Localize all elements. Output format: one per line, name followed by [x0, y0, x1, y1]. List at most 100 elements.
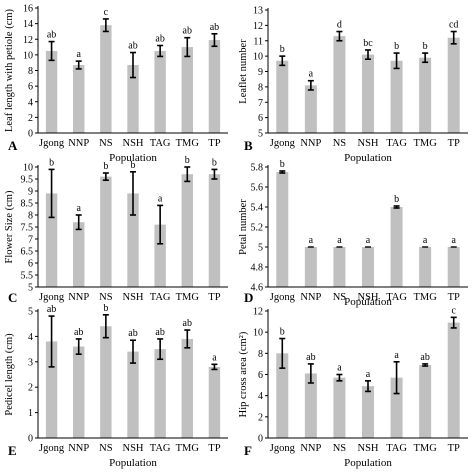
significance-letter: ab — [155, 327, 164, 338]
bar — [45, 193, 58, 287]
bar — [304, 247, 317, 287]
y-tick-label: 7 — [28, 235, 33, 246]
x-tick-label: Jgong — [39, 138, 65, 149]
bar — [333, 377, 346, 438]
x-tick-label: TAG — [150, 443, 171, 454]
bar — [447, 322, 460, 438]
significance-letter: a — [451, 235, 456, 246]
chart-panel-a: 0 2 4 6 8 10 12 14 16 ab Jgong a NNP c NS ab NSH ab TAG ab T… — [4, 4, 228, 164]
y-tick-label: 8 — [28, 66, 33, 77]
bar — [208, 366, 221, 438]
y-tick-label: 10 — [23, 163, 33, 174]
y-tick-label: 6 — [28, 259, 33, 270]
significance-letter: ab — [47, 30, 56, 41]
significance-letter: cd — [449, 20, 458, 31]
x-tick-label: Jgong — [270, 138, 296, 149]
bar — [362, 386, 374, 438]
significance-letter: ab — [74, 327, 83, 338]
bar — [304, 85, 317, 133]
significance-letter: b — [103, 161, 108, 172]
chart-panel-f: 0 2 4 6 8 10 12 b Jgong ab NNP a NS a NSH a TAG ab TMG c TP H… — [238, 305, 468, 469]
significance-letter: ab — [155, 34, 164, 45]
x-tick-label: Jgong — [39, 292, 65, 303]
y-tick-label: 3 — [28, 357, 33, 368]
x-tick-label: NS — [99, 138, 113, 149]
x-tick-label: TMG — [176, 292, 200, 303]
bar — [127, 65, 139, 133]
panel-letter: C — [8, 290, 17, 305]
significance-letter: b — [185, 155, 190, 166]
y-tick-label: 8.5 — [21, 199, 34, 210]
x-tick-label: TMG — [413, 292, 437, 303]
y-tick-label: 8 — [28, 211, 33, 222]
bar — [362, 247, 374, 287]
bar — [276, 60, 289, 133]
bar — [73, 346, 85, 438]
y-tick-label: 2 — [28, 113, 33, 124]
bar — [390, 207, 403, 287]
bar — [73, 222, 85, 287]
bar — [127, 351, 139, 438]
x-axis-label: Population — [344, 457, 392, 469]
x-tick-label: TP — [208, 443, 220, 454]
y-tick-label: 5 — [28, 283, 33, 294]
x-tick-label: NSH — [122, 138, 143, 149]
bar — [73, 65, 85, 133]
y-tick-label: 6 — [258, 370, 263, 381]
x-tick-label: Jgong — [39, 443, 65, 454]
bar — [45, 50, 58, 133]
x-tick-label: TAG — [386, 443, 407, 454]
significance-letter: a — [309, 69, 314, 80]
bar — [181, 174, 193, 287]
x-tick-label: NSH — [357, 138, 378, 149]
y-tick-label: 1 — [28, 408, 33, 419]
y-tick-label: 6.5 — [21, 247, 34, 258]
panel-letter: E — [8, 443, 17, 458]
bar — [100, 176, 112, 287]
x-tick-label: TP — [448, 292, 460, 303]
significance-letter: d — [337, 20, 342, 31]
y-tick-label: 9 — [28, 187, 33, 198]
significance-letter: a — [366, 369, 371, 380]
x-tick-label: Jgong — [270, 292, 296, 303]
y-tick-label: 8 — [258, 349, 263, 360]
x-tick-label: NS — [333, 292, 347, 303]
bar — [154, 349, 166, 438]
bar — [181, 47, 193, 133]
y-tick-label: 4 — [28, 97, 33, 108]
y-tick-label: 8 — [258, 82, 263, 93]
bar — [208, 174, 221, 287]
y-tick-label: 0 — [258, 434, 263, 445]
y-tick-label: 7 — [258, 98, 263, 109]
significance-letter: ab — [183, 318, 192, 329]
y-tick-label: 6 — [28, 82, 33, 93]
x-tick-label: TMG — [176, 443, 200, 454]
significance-letter: c — [451, 305, 456, 316]
significance-letter: ab — [420, 352, 429, 363]
y-tick-label: 4 — [28, 332, 33, 343]
chart-panel-c: 55.566.577.588.599.510 b Jgong a NNP b NS b NSH a… — [4, 155, 228, 305]
y-tick-label: 5.8 — [251, 163, 264, 174]
x-tick-label: TP — [448, 138, 460, 149]
x-tick-label: NSH — [357, 443, 378, 454]
bar — [390, 60, 403, 133]
significance-letter: a — [158, 193, 163, 204]
significance-letter: a — [394, 350, 399, 361]
bar — [100, 326, 112, 438]
y-tick-label: 9 — [258, 67, 263, 78]
x-tick-label: TAG — [150, 138, 171, 149]
significance-letter: b — [280, 44, 285, 55]
x-tick-label: TMG — [176, 138, 200, 149]
y-axis-label: Pedicel length (cm) — [4, 333, 15, 416]
y-tick-label: 16 — [23, 4, 33, 15]
bar — [276, 172, 289, 287]
bar — [154, 224, 166, 287]
x-tick-label: TMG — [413, 138, 437, 149]
y-tick-label: 4 — [258, 391, 263, 402]
bar — [304, 373, 317, 438]
y-tick-label: 10 — [253, 52, 263, 63]
significance-letter: b — [49, 157, 54, 168]
x-tick-label: TMG — [413, 443, 437, 454]
x-tick-label: TAG — [150, 292, 171, 303]
y-tick-label: 2 — [28, 383, 33, 394]
